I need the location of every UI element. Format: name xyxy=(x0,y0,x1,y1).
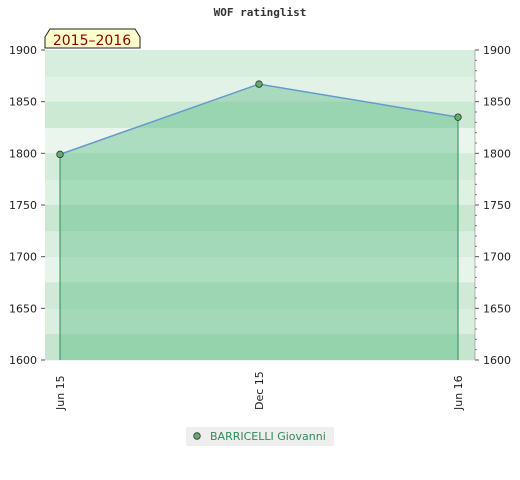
data-point xyxy=(255,80,263,88)
legend-marker-icon xyxy=(193,432,201,440)
legend: BARRICELLI Giovanni xyxy=(186,427,334,446)
background-band xyxy=(45,75,475,102)
legend-box xyxy=(186,427,334,446)
y-tick-label-left: 1650 xyxy=(9,302,37,315)
background-band xyxy=(45,256,475,283)
x-tick-label: Jun 16 xyxy=(452,375,465,411)
y-tick-label-left: 1900 xyxy=(9,44,37,57)
y-tick-label-right: 1900 xyxy=(483,44,511,57)
period-badge-label: 2015–2016 xyxy=(53,33,131,49)
y-tick-label-right: 1700 xyxy=(483,251,511,264)
data-point xyxy=(454,113,462,121)
background-band xyxy=(45,205,475,232)
background-band xyxy=(45,153,475,180)
background-band xyxy=(45,282,475,309)
y-tick-label-left: 1850 xyxy=(9,96,37,109)
data-point xyxy=(56,150,64,159)
period-badge-box xyxy=(44,28,141,49)
background-band xyxy=(45,50,475,77)
background-band xyxy=(45,308,475,335)
period-badge: 2015–2016 xyxy=(44,28,141,49)
y-tick-label-left: 1800 xyxy=(9,147,37,160)
series-area xyxy=(60,84,458,360)
background-band xyxy=(45,230,475,257)
background-band xyxy=(45,334,475,361)
y-tick-label-right: 1800 xyxy=(483,147,511,160)
y-tick-label-right: 1650 xyxy=(483,302,511,315)
background-band xyxy=(45,101,475,128)
y-tick-label-left: 1600 xyxy=(9,354,37,367)
y-tick-label-right: 1600 xyxy=(483,354,511,367)
background-band xyxy=(45,127,475,154)
y-tick-label-left: 1700 xyxy=(9,251,37,264)
y-tick-label-right: 1750 xyxy=(483,199,511,212)
y-tick-label-left: 1750 xyxy=(9,199,37,212)
x-tick-label: Jun 15 xyxy=(54,375,67,411)
x-tick-label: Dec 15 xyxy=(253,371,266,410)
plot-area: 1600 1600 1650 1650 1700 1700 1750 1750 1800 1800… xyxy=(9,44,511,411)
background-band xyxy=(45,179,475,206)
y-tick-label-right: 1850 xyxy=(483,96,511,109)
chart-title: WOF ratinglist xyxy=(214,6,307,19)
legend-label: BARRICELLI Giovanni xyxy=(210,430,326,443)
